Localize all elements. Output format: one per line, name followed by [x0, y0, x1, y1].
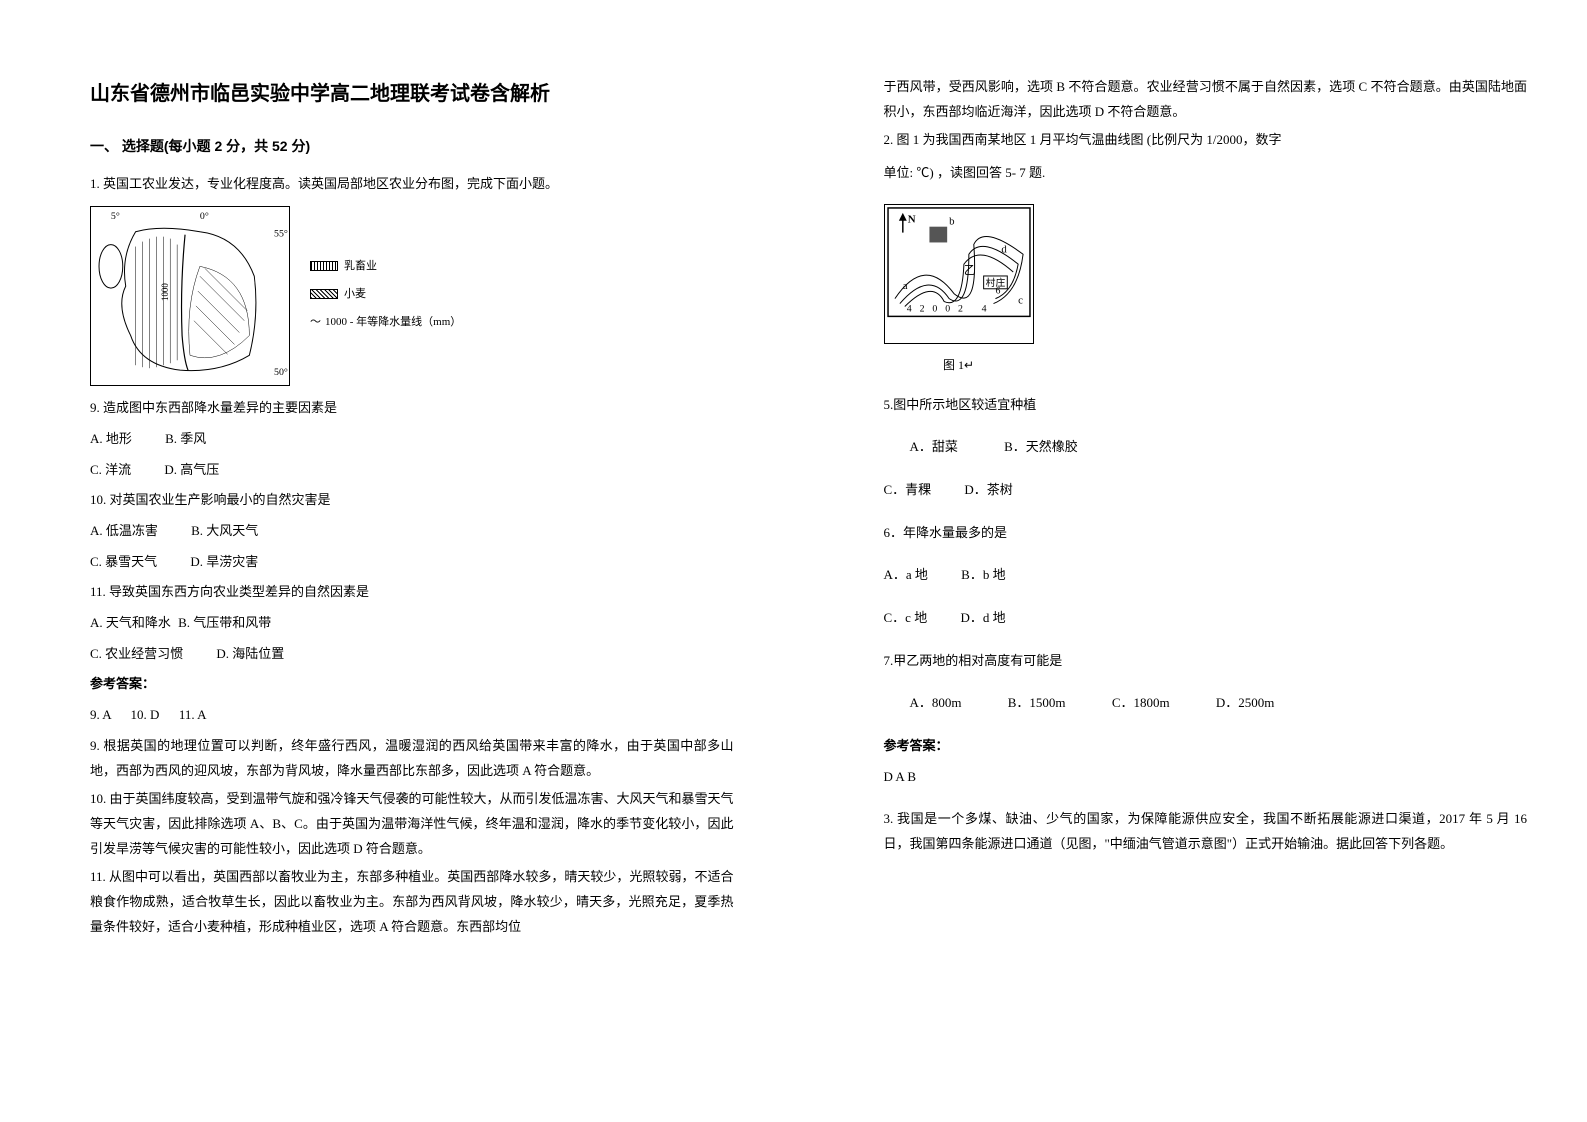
svg-text:b: b — [949, 215, 954, 227]
q2-sub5: 5.图中所示地区较适宜种植 — [884, 393, 1528, 418]
legend-label-1: 乳畜业 — [344, 254, 377, 278]
left-column: 山东省德州市临邑实验中学高二地理联考试卷含解析 一、 选择题(每小题 2 分，共… — [0, 0, 794, 1122]
q1-9-a: A. 地形 — [90, 427, 132, 452]
q2-sub6-row2: C．c 地 D．d 地 — [884, 606, 1528, 631]
svg-text:2: 2 — [919, 303, 924, 314]
q1-9-b: B. 季风 — [165, 427, 206, 452]
map-legend: 乳畜业 小麦 ～ 1000 - 年等降水量线（mm） — [310, 254, 461, 339]
legend-item-wheat: 小麦 — [310, 282, 461, 306]
q1-sub10-opts-row1: A. 低温冻害 B. 大风天气 — [90, 519, 734, 544]
q2-sub7: 7.甲乙两地的相对高度有可能是 — [884, 649, 1528, 674]
svg-text:N: N — [907, 213, 915, 225]
q2-5-d: D．茶树 — [964, 478, 1012, 503]
legend-label-2: 小麦 — [344, 282, 366, 306]
q1-sub10: 10. 对英国农业生产影响最小的自然灾害是 — [90, 488, 734, 513]
svg-text:4: 4 — [906, 303, 911, 314]
svg-text:乙: 乙 — [963, 263, 975, 277]
contour-label: 1000 — [160, 283, 170, 301]
q2-stem2: 单位: ℃) ，读图回答 5- 7 题. — [884, 161, 1528, 186]
q1-sub11-opts-row1: A. 天气和降水 B. 气压带和风带 — [90, 611, 734, 636]
q1-sub9-opts-row2: C. 洋流 D. 高气压 — [90, 458, 734, 483]
svg-text:4: 4 — [981, 303, 986, 314]
right-column: 于西风带，受西风影响，选项 B 不符合题意。农业经营习惯不属于自然因素，选项 C… — [794, 0, 1587, 1122]
q1-10-d: D. 旱涝灾害 — [190, 550, 258, 575]
legend-label-3: 1000 - 年等降水量线（mm） — [325, 310, 461, 334]
q1-sub11: 11. 导致英国东西方向农业类型差异的自然因素是 — [90, 580, 734, 605]
q2-6-b: B．b 地 — [961, 563, 1005, 588]
q1-10-a: A. 低温冻害 — [90, 519, 158, 544]
q2-sub5-row1: A．甜菜 B．天然橡胶 — [884, 435, 1528, 460]
q2-sub7-row: A．800m B．1500m C．1800m D．2500m — [884, 691, 1528, 716]
svg-text:0: 0 — [945, 303, 950, 314]
q1-11-a: A. 天气和降水 — [90, 611, 171, 636]
svg-text:0: 0 — [932, 303, 937, 314]
q1-sub9-opts-row1: A. 地形 B. 季风 — [90, 427, 734, 452]
q2-sub6: 6．年降水量最多的是 — [884, 521, 1528, 546]
legend-item-isoline: ～ 1000 - 年等降水量线（mm） — [310, 310, 461, 334]
q1-10-b: B. 大风天气 — [191, 519, 258, 544]
svg-text:6: 6 — [995, 285, 1000, 296]
q2-7-c: C．1800m — [1099, 691, 1170, 716]
q1-exp10: 10. 由于英国纬度较高，受到温带气旋和强冷锋天气侵袭的可能性较大，从而引发低温… — [90, 787, 734, 861]
q1-9-c: C. 洋流 — [90, 458, 131, 483]
q1-answer-heading: 参考答案： — [90, 672, 734, 697]
q3-stem: 3. 我国是一个多煤、缺油、少气的国家，为保障能源供应安全，我国不断拓展能源进口… — [884, 807, 1528, 856]
q1-11-b: B. 气压带和风带 — [178, 611, 271, 636]
q1-stem: 1. 英国工农业发达，专业化程度高。读英国局部地区农业分布图，完成下面小题。 — [90, 172, 734, 197]
legend-swatch-hatch — [310, 289, 338, 299]
q2-6-a: A．a 地 — [884, 563, 928, 588]
q2-answer-heading: 参考答案： — [884, 734, 1528, 759]
lat-label-1: 55° — [274, 229, 288, 240]
q2-5-b: B．天然橡胶 — [991, 435, 1078, 460]
q1-exp11-cont: 于西风带，受西风影响，选项 B 不符合题意。农业经营习惯不属于自然因素，选项 C… — [884, 75, 1528, 124]
q2-5-a: A．甜菜 — [897, 435, 958, 460]
q1-10-c: C. 暴雪天气 — [90, 550, 157, 575]
q2-figure: N 甲 乙 b d a c 村庄 4 2 0 0 2 4 6 — [884, 204, 1034, 344]
q1-sub11-opts-row2: C. 农业经营习惯 D. 海陆位置 — [90, 642, 734, 667]
q2-7-b: B．1500m — [995, 691, 1066, 716]
q2-7-a: A．800m — [897, 691, 962, 716]
q1-figure: 5° 0° 55° 50° — [90, 206, 734, 386]
q1-exp11: 11. 从图中可以看出，英国西部以畜牧业为主，东部多种植业。英国西部降水较多，晴… — [90, 865, 734, 939]
q2-5-c: C．青稞 — [884, 478, 932, 503]
section-1-header: 一、 选择题(每小题 2 分，共 52 分) — [90, 133, 734, 160]
q2-fig-caption: 图 1↵ — [884, 354, 1034, 377]
lat-label-2: 50° — [274, 367, 288, 378]
q2-6-c: C．c 地 — [884, 606, 928, 631]
svg-text:2: 2 — [958, 303, 963, 314]
uk-map: 5° 0° 55° 50° — [90, 206, 290, 386]
svg-text:a: a — [902, 280, 907, 292]
q2-sub6-row1: A．a 地 B．b 地 — [884, 563, 1528, 588]
lon-label-1: 5° — [111, 211, 120, 222]
q1-sub9: 9. 造成图中东西部降水量差异的主要因素是 — [90, 396, 734, 421]
q1-exp9: 9. 根据英国的地理位置可以判断，终年盛行西风，温暖湿润的西风给英国带来丰富的降… — [90, 734, 734, 783]
q2-sub5-row2: C．青稞 D．茶树 — [884, 478, 1528, 503]
q2-6-d: D．d 地 — [960, 606, 1005, 631]
page-title: 山东省德州市临邑实验中学高二地理联考试卷含解析 — [90, 75, 734, 113]
legend-tilde: ～ — [310, 310, 321, 334]
legend-item-dairy: 乳畜业 — [310, 254, 461, 278]
q1-11-d: D. 海陆位置 — [216, 642, 284, 667]
q1-answers: 9. A 10. D 11. A — [90, 703, 734, 728]
svg-text:c: c — [1018, 294, 1023, 306]
lon-label-2: 0° — [200, 211, 209, 222]
q1-sub10-opts-row2: C. 暴雪天气 D. 旱涝灾害 — [90, 550, 734, 575]
q1-9-d: D. 高气压 — [164, 458, 219, 483]
q2-stem: 2. 图 1 为我国西南某地区 1 月平均气温曲线图 (比例尺为 1/2000，… — [884, 128, 1528, 153]
legend-swatch-stripe — [310, 261, 338, 271]
q2-7-d: D．2500m — [1203, 691, 1275, 716]
q1-11-c: C. 农业经营习惯 — [90, 642, 183, 667]
q2-answers: D A B — [884, 765, 1528, 790]
svg-text:d: d — [1001, 243, 1007, 255]
